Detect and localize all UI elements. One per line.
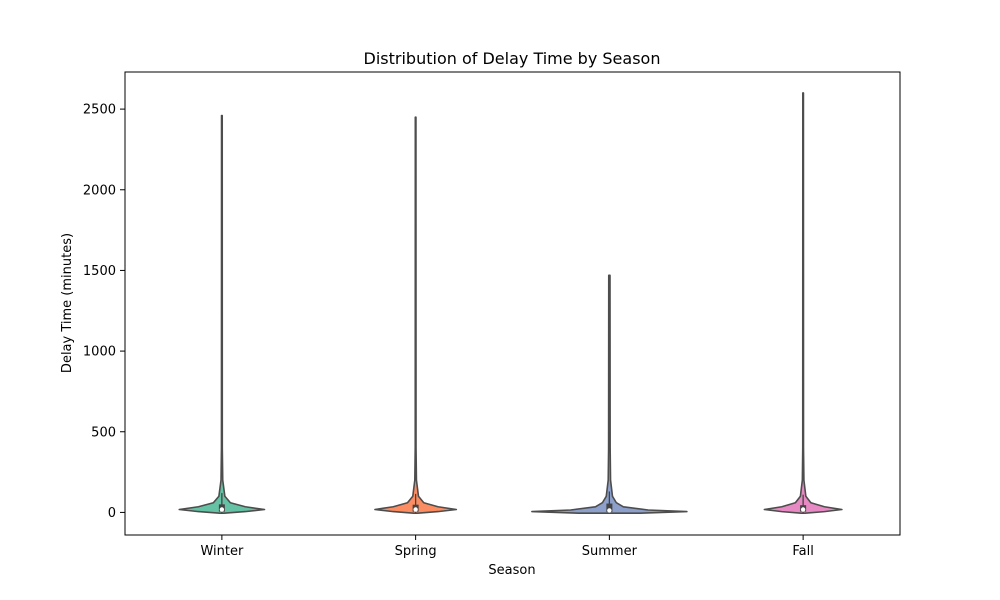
plot-frame xyxy=(124,71,901,536)
median-dot-winter xyxy=(219,507,225,512)
y-tick-label: 2000 xyxy=(83,183,116,198)
y-axis-label: Delay Time (minutes) xyxy=(60,233,75,373)
y-axis: 0 500 1000 1500 2000 2500 xyxy=(83,103,125,521)
x-tick-label: Spring xyxy=(395,544,437,559)
violins xyxy=(178,92,843,515)
chart-title: Distribution of Delay Time by Season xyxy=(364,49,661,68)
violin-winter xyxy=(178,114,266,515)
x-axis-label: Season xyxy=(488,563,535,578)
y-tick-label: 2500 xyxy=(83,103,116,118)
violin-spring xyxy=(374,116,458,515)
violin-summer xyxy=(531,274,688,515)
x-tick-label: Fall xyxy=(792,544,813,559)
x-tick-label: Winter xyxy=(200,544,244,559)
y-tick-label: 500 xyxy=(91,425,116,440)
y-tick-label: 1500 xyxy=(83,264,116,279)
median-dot-spring xyxy=(413,507,418,512)
median-dot-fall xyxy=(800,507,806,512)
iqr-box-summer xyxy=(606,503,613,513)
violin-fall xyxy=(763,92,843,515)
x-tick-label: Summer xyxy=(582,544,638,559)
y-tick-label: 1000 xyxy=(83,345,116,360)
median-dot-summer xyxy=(607,508,612,513)
y-tick-label: 0 xyxy=(108,506,116,521)
x-axis: Winter Spring Summer Fall xyxy=(200,535,814,559)
